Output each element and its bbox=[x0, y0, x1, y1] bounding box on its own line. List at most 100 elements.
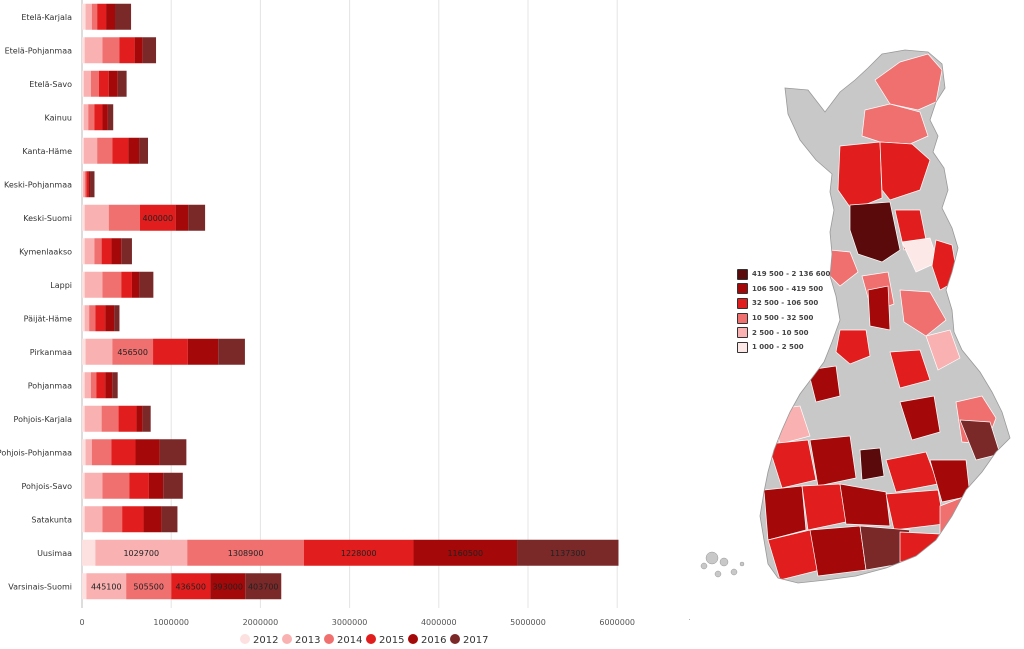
bar-segment bbox=[82, 70, 84, 97]
bar-segment bbox=[108, 204, 140, 231]
bar-segment bbox=[97, 3, 107, 30]
bar-segment bbox=[118, 405, 137, 432]
bar-segment bbox=[131, 271, 140, 298]
map-region bbox=[867, 285, 891, 331]
bar-segment bbox=[94, 238, 102, 265]
bar-segment bbox=[84, 372, 91, 399]
bar-segment bbox=[129, 472, 149, 499]
bar-segment bbox=[85, 3, 92, 30]
bar-segment bbox=[82, 573, 87, 600]
bar-segment bbox=[83, 104, 89, 131]
bar-segment bbox=[94, 104, 103, 131]
map-legend-item: 419 500 - 2 136 600 bbox=[737, 267, 830, 282]
legend-marker bbox=[282, 634, 292, 644]
category-label: Pohjois-Savo bbox=[21, 482, 72, 491]
map-region bbox=[861, 103, 929, 145]
map-legend-item: 1 000 - 2 500 bbox=[737, 340, 830, 355]
bar-segment bbox=[82, 238, 85, 265]
bar-segment bbox=[84, 171, 87, 198]
bar-segment bbox=[106, 3, 116, 30]
bar-segment bbox=[82, 171, 83, 198]
bar-segment bbox=[161, 506, 178, 533]
legend-marker bbox=[408, 634, 418, 644]
bar-segment bbox=[148, 472, 164, 499]
bar-segment bbox=[82, 439, 86, 466]
aland-islands bbox=[700, 551, 745, 578]
bar-segment bbox=[101, 238, 112, 265]
map-legend-label: 2 500 - 10 500 bbox=[752, 328, 809, 337]
bar-segment bbox=[82, 3, 86, 30]
bar-segment bbox=[85, 439, 92, 466]
bar-segment bbox=[102, 37, 120, 64]
map-region bbox=[885, 489, 945, 531]
map-legend-label: 10 500 - 32 500 bbox=[752, 314, 814, 323]
bar-segment bbox=[95, 305, 106, 332]
bar-segment bbox=[82, 506, 85, 533]
bar-segment bbox=[83, 137, 98, 164]
data-label: 393000 bbox=[212, 582, 243, 591]
bar-segment bbox=[245, 573, 282, 600]
bar-segment bbox=[82, 137, 84, 164]
bar-segment bbox=[108, 70, 118, 97]
map-legend-label: 419 500 - 2 136 600 bbox=[752, 270, 831, 279]
bar-segment bbox=[187, 539, 304, 566]
category-label: Päijät-Häme bbox=[24, 314, 72, 323]
bar-segment bbox=[101, 405, 119, 432]
finland-choropleth-map bbox=[700, 49, 1011, 584]
bar-segment bbox=[128, 137, 140, 164]
legend-swatch bbox=[737, 283, 748, 295]
bar-segment bbox=[105, 305, 115, 332]
bar-segment bbox=[88, 104, 95, 131]
map-region bbox=[889, 349, 931, 389]
map-legend-label: 1 000 - 2 500 bbox=[752, 343, 804, 352]
legend-swatch bbox=[737, 327, 748, 339]
bar-segment bbox=[84, 472, 103, 499]
bar-segment bbox=[86, 573, 127, 600]
legend-label: 2016 bbox=[421, 635, 446, 646]
bar-segment bbox=[111, 238, 122, 265]
data-label: 505500 bbox=[133, 582, 164, 591]
map-legend-label: 32 500 - 106 500 bbox=[752, 299, 819, 308]
category-label: Varsinais-Suomi bbox=[8, 582, 72, 591]
bar-segment bbox=[139, 204, 176, 231]
map-legend: 419 500 - 2 136 600 106 500 - 419 500 32… bbox=[737, 267, 830, 355]
bar-segment bbox=[121, 271, 132, 298]
legend-label: 2017 bbox=[463, 635, 488, 646]
category-label: Etelä-Pohjanmaa bbox=[5, 46, 73, 55]
map-region bbox=[899, 395, 941, 441]
x-tick-label: 3000000 bbox=[332, 618, 368, 627]
x-tick-label: 2000000 bbox=[243, 618, 279, 627]
bar-segment bbox=[159, 439, 187, 466]
map-region bbox=[859, 447, 885, 481]
bar-segment bbox=[97, 137, 113, 164]
bar-segment bbox=[112, 372, 118, 399]
data-label: 456500 bbox=[117, 348, 148, 357]
legend-swatch bbox=[737, 312, 748, 324]
map-region bbox=[879, 141, 931, 201]
category-label: Etelä-Savo bbox=[29, 80, 72, 89]
category-label: Keski-Suomi bbox=[23, 214, 72, 223]
category-label: Lappi bbox=[50, 281, 72, 290]
bar-segment bbox=[117, 70, 127, 97]
bar-segment bbox=[111, 439, 136, 466]
bar-segment bbox=[188, 204, 206, 231]
bar-segment bbox=[139, 271, 154, 298]
legend-label: 2012 bbox=[253, 635, 278, 646]
category-label: Etelä-Karjala bbox=[21, 13, 72, 22]
legend-marker bbox=[366, 634, 376, 644]
x-tick-label: 7000000 bbox=[689, 618, 690, 627]
data-label: 445100 bbox=[91, 582, 122, 591]
map-region bbox=[839, 483, 891, 527]
map-legend-item: 2 500 - 10 500 bbox=[737, 325, 830, 340]
x-tick-label: 1000000 bbox=[153, 618, 189, 627]
bar-segment bbox=[136, 405, 143, 432]
map-legend-item: 106 500 - 419 500 bbox=[737, 282, 830, 297]
bar-segment bbox=[102, 506, 123, 533]
x-tick-label: 4000000 bbox=[421, 618, 457, 627]
bar-segment bbox=[135, 439, 160, 466]
map-region bbox=[809, 525, 867, 577]
category-label: Pohjanmaa bbox=[28, 381, 72, 390]
bar-segment bbox=[175, 204, 189, 231]
bar-segment bbox=[84, 37, 103, 64]
bar-segment bbox=[413, 539, 518, 566]
